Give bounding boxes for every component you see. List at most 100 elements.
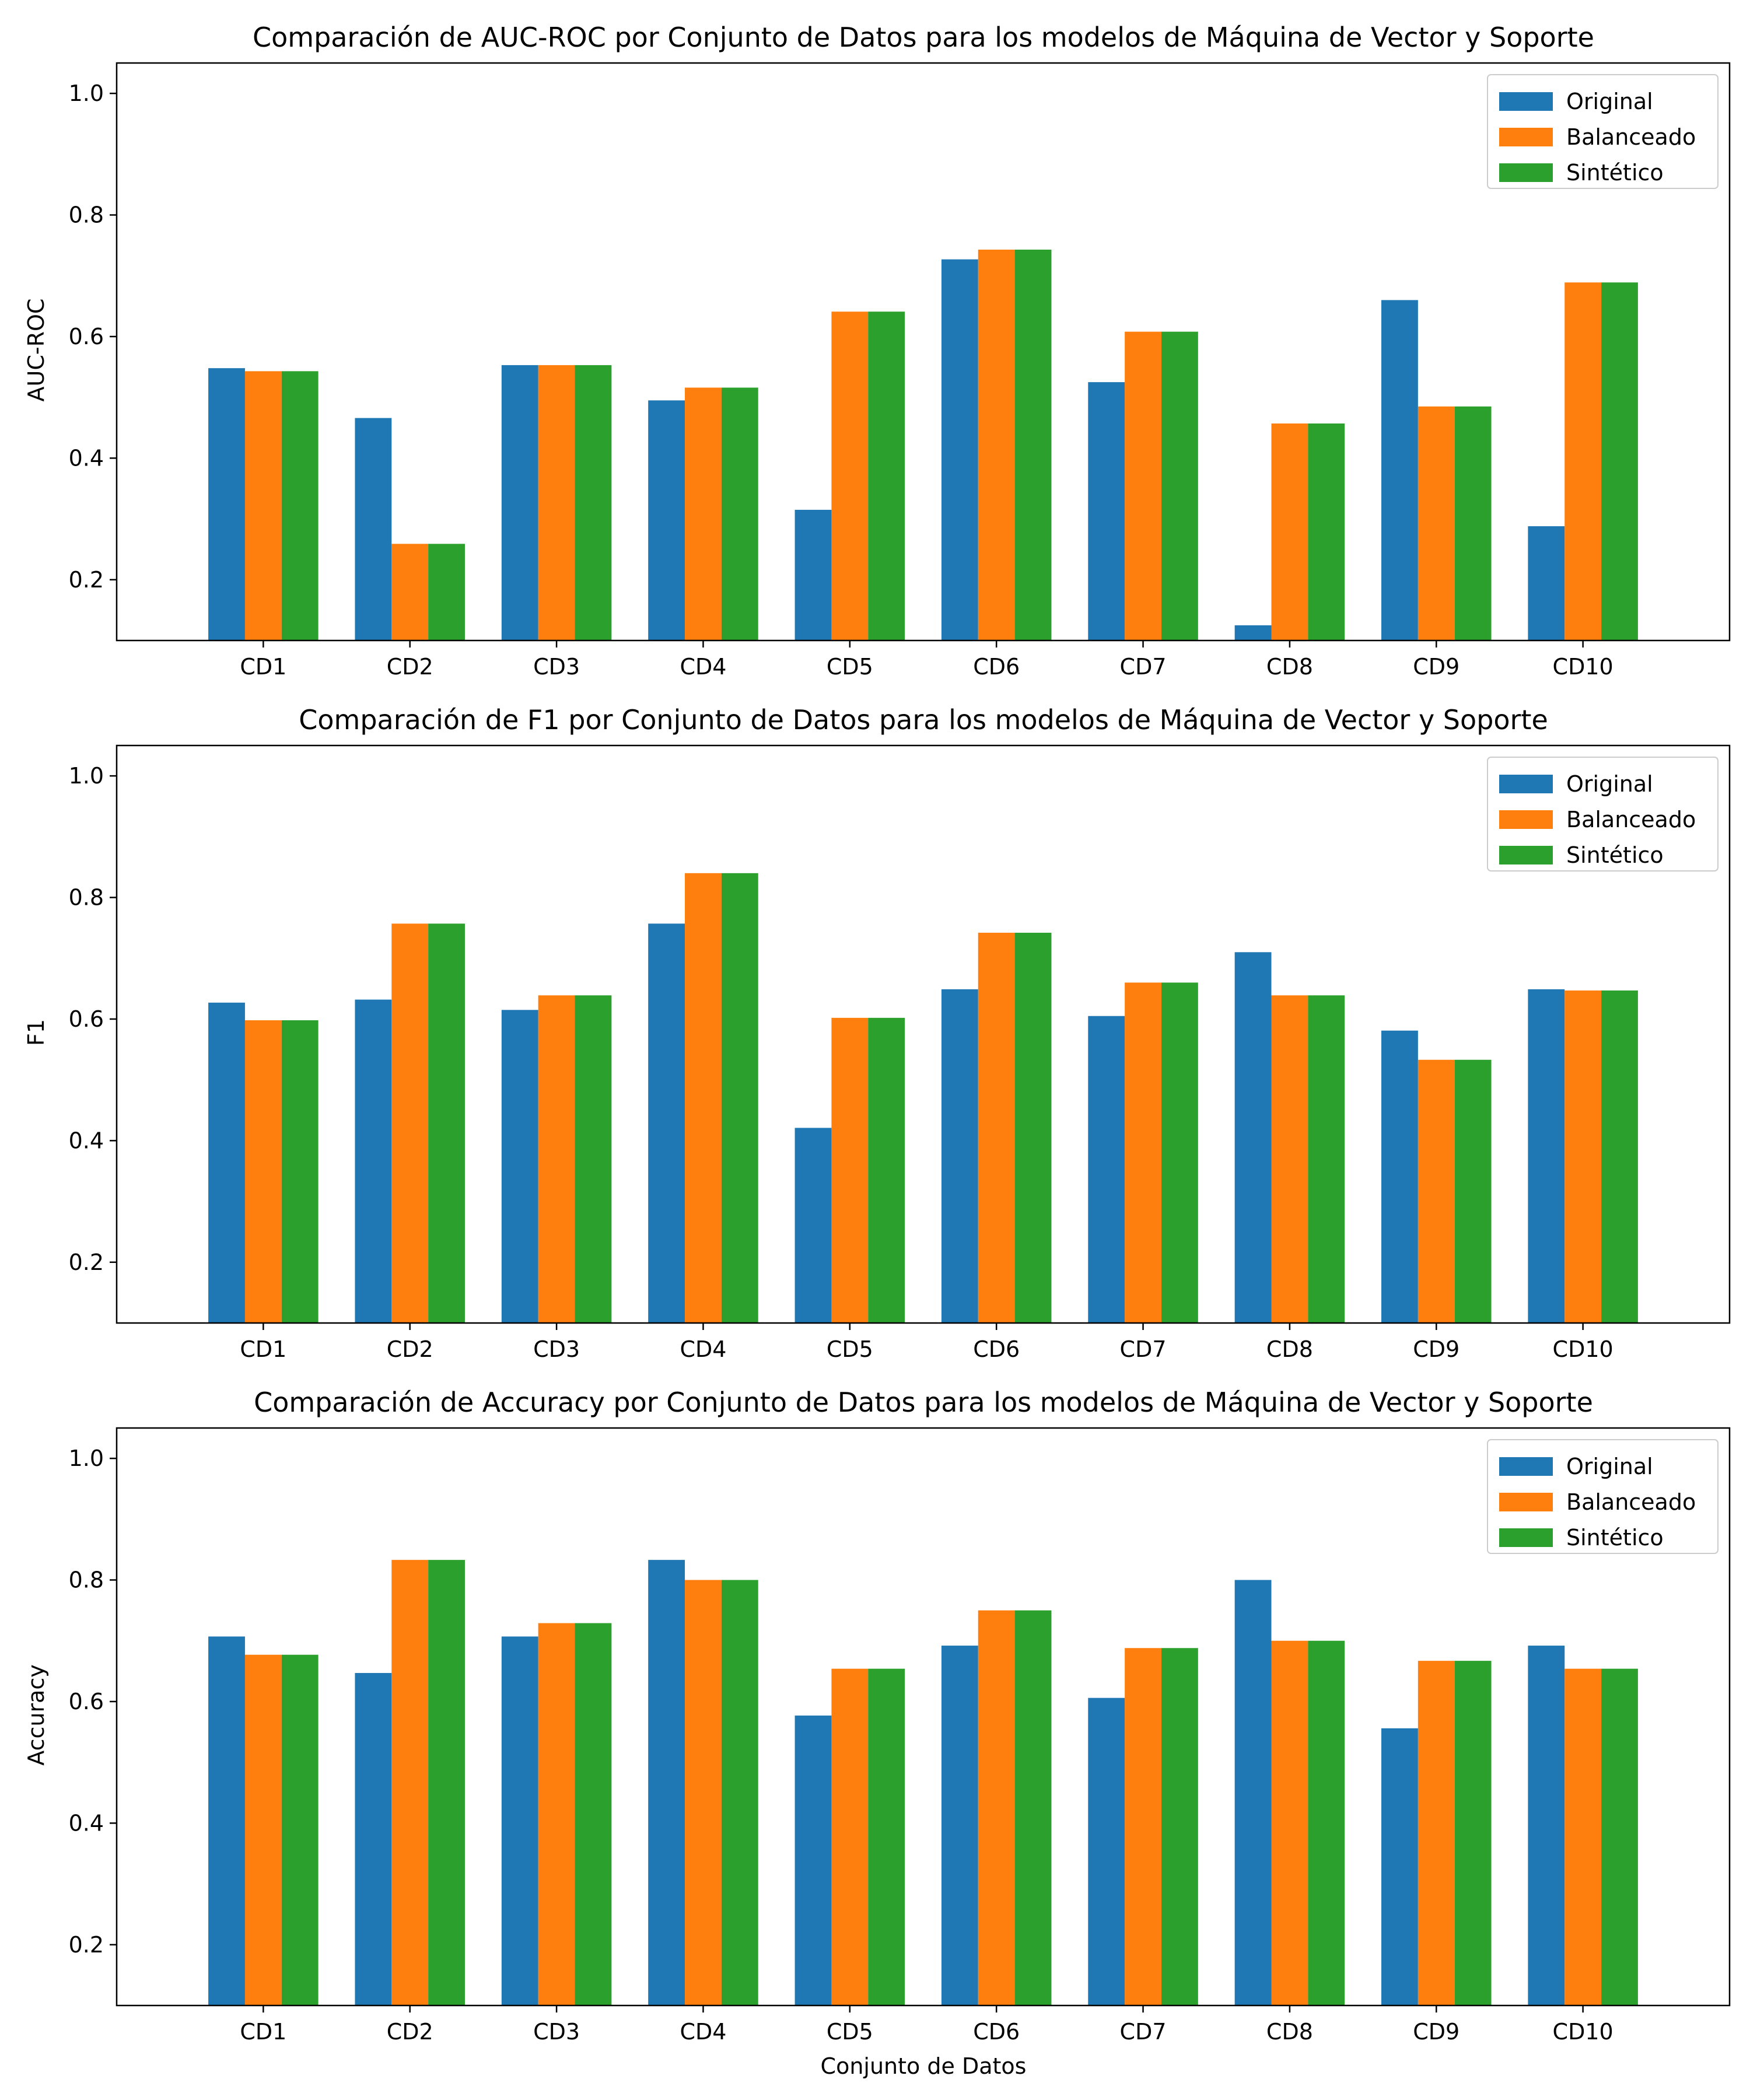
bar-original-cd8 [1234,625,1272,640]
y-tick-label: 0.6 [69,1689,104,1714]
bar-original-cd9 [1381,1030,1418,1323]
bar-balanceado-cd4 [685,387,722,640]
bar-sint-tico-cd4 [721,1580,758,2006]
bar-original-cd5 [794,1715,832,2006]
y-tick-label: 0.8 [69,1567,104,1593]
bar-original-cd9 [1381,1728,1418,2006]
bar-balanceado-cd2 [391,544,429,640]
bar-sint-tico-cd7 [1161,1648,1198,2006]
x-tick-label: CD6 [973,2019,1020,2045]
x-tick-label: CD1 [240,654,286,680]
bar-balanceado-cd9 [1418,1059,1455,1323]
bar-original-cd2 [355,418,392,640]
bar-original-cd8 [1234,952,1272,1323]
x-tick-label: CD2 [387,2019,433,2045]
bar-sint-tico-cd9 [1454,406,1492,640]
bar-sint-tico-cd4 [721,387,758,640]
y-axis-label: AUC-ROC [23,299,49,402]
axes-frame [116,744,1731,1324]
x-tick-label: CD5 [827,654,873,680]
y-tick-label: 1.0 [69,763,104,789]
chart-auc-roc: Comparación de AUC-ROC por Conjunto de D… [23,22,1731,680]
y-tick-label: 0.2 [69,1932,104,1958]
legend-swatch [1499,1457,1553,1476]
bar-sint-tico-cd4 [721,873,758,1323]
chart-title: Comparación de Accuracy por Conjunto de … [254,1387,1593,1418]
bar-balanceado-cd6 [978,1610,1015,2006]
x-tick-label: CD9 [1413,1336,1460,1362]
chart-title: Comparación de F1 por Conjunto de Datos … [299,704,1548,736]
bar-balanceado-cd9 [1418,1661,1455,2006]
bar-balanceado-cd5 [831,1017,869,1323]
bar-balanceado-cd7 [1125,1648,1161,2006]
bar-sint-tico-cd6 [1014,249,1052,640]
bar-sint-tico-cd6 [1014,932,1052,1323]
bar-original-cd3 [501,365,538,640]
bar-original-cd7 [1088,382,1125,640]
bar-balanceado-cd7 [1125,331,1161,640]
bar-original-cd7 [1088,1698,1125,2006]
bar-original-cd10 [1528,526,1565,640]
x-tick-label: CD1 [240,2019,286,2045]
bar-sint-tico-cd10 [1601,282,1638,640]
bar-original-cd3 [501,1010,538,1323]
axes-frame [116,1427,1731,2007]
bar-balanceado-cd5 [831,1668,869,2006]
y-tick-label: 0.2 [69,567,104,593]
legend-label: Balanceado [1566,1489,1696,1515]
x-tick-label: CD3 [533,654,580,680]
x-tick-label: CD10 [1553,2019,1614,2045]
y-tick-label: 0.8 [69,885,104,911]
bar-sint-tico-cd3 [575,365,612,640]
x-tick-label: CD9 [1413,654,1460,680]
axes-frame [116,62,1731,642]
legend-label: Sintético [1566,1525,1664,1550]
x-tick-label: CD3 [533,2019,580,2045]
bar-sint-tico-cd8 [1308,423,1345,640]
y-tick-label: 0.6 [69,1006,104,1032]
bar-balanceado-cd2 [391,923,429,1323]
bar-balanceado-cd6 [978,249,1015,640]
y-tick-label: 0.6 [69,324,104,349]
bar-original-cd6 [941,1646,978,2006]
bar-original-cd3 [501,1636,538,2006]
x-tick-label: CD3 [533,1336,580,1362]
bar-balanceado-cd1 [244,1654,282,2006]
x-axis-label: Conjunto de Datos [821,2053,1027,2079]
legend: Original Balanceado Sintético [1487,74,1718,189]
plot-area: 0.2 0.4 0.6 0.8 1.0 CD1 CD2 CD3 CD4 CD5 CD6 CD7 CD8 C… [69,62,1731,680]
legend-swatch [1499,1493,1553,1511]
bar-original-cd8 [1234,1580,1272,2006]
bar-balanceado-cd4 [685,1580,722,2006]
bar-sint-tico-cd9 [1454,1059,1492,1323]
x-tick-label: CD5 [827,1336,873,1362]
y-tick-label: 0.8 [69,202,104,228]
bar-sint-tico-cd7 [1161,982,1198,1323]
legend-label: Sintético [1566,160,1664,186]
x-tick-label: CD2 [387,1336,433,1362]
y-tick-label: 1.0 [69,80,104,106]
legend-label: Original [1566,89,1653,114]
chart-accuracy: Comparación de Accuracy por Conjunto de … [23,1387,1731,2079]
x-tick-label: CD6 [973,654,1020,680]
bar-sint-tico-cd10 [1601,990,1638,1323]
x-tick-label: CD4 [680,2019,726,2045]
y-tick-label: 1.0 [69,1446,104,1471]
plot-area: 0.2 0.4 0.6 0.8 1.0 CD1 CD2 CD3 CD4 CD5 CD6 CD7 CD8 C… [69,744,1731,1362]
legend-swatch [1499,846,1553,864]
bar-sint-tico-cd9 [1454,1661,1492,2006]
y-tick-label: 0.4 [69,1128,104,1153]
chart-title: Comparación de AUC-ROC por Conjunto de D… [253,22,1594,53]
bar-original-cd5 [794,1128,832,1323]
bar-original-cd4 [648,923,685,1323]
bar-original-cd2 [355,1672,392,2006]
bar-balanceado-cd10 [1564,1668,1602,2006]
legend-swatch [1499,163,1553,182]
bar-balanceado-cd3 [538,1623,575,2006]
legend-label: Balanceado [1566,124,1696,150]
bar-sint-tico-cd1 [281,1020,318,1323]
x-tick-label: CD7 [1120,1336,1167,1362]
x-tick-label: CD7 [1120,654,1167,680]
x-tick-label: CD4 [680,1336,726,1362]
